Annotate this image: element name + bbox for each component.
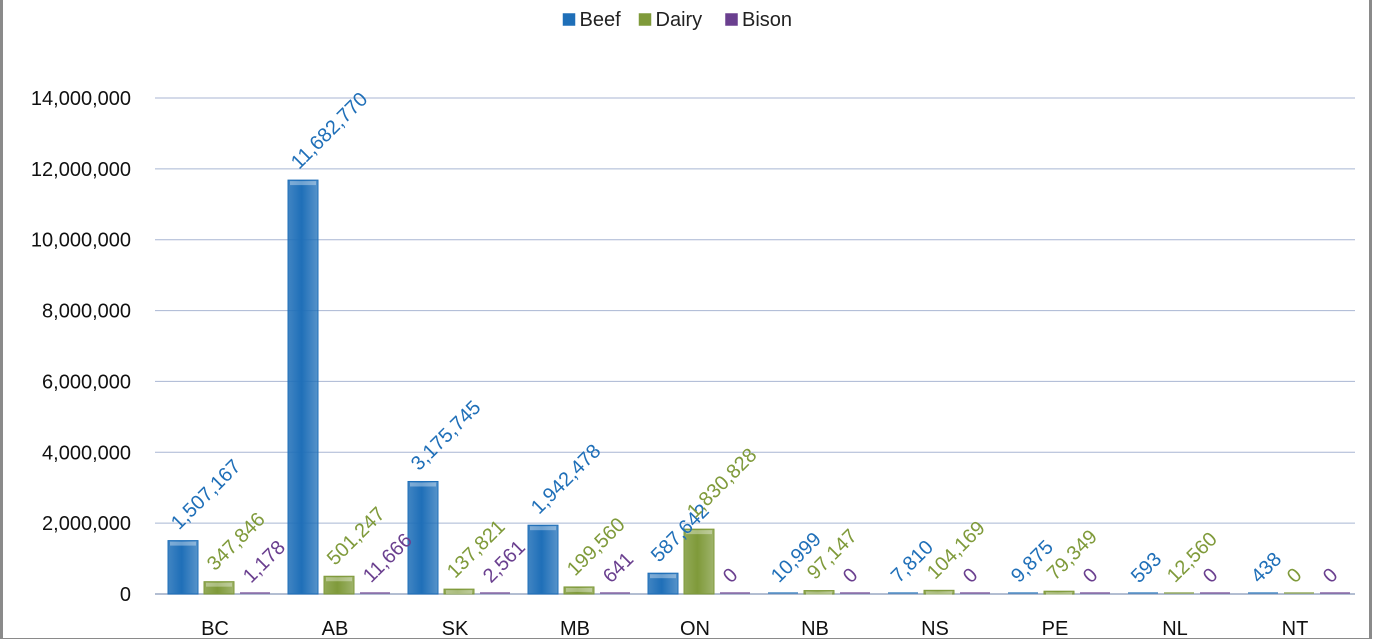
bar-dairy <box>1043 590 1075 595</box>
bars <box>167 179 1350 595</box>
y-tick-label: 0 <box>120 584 131 606</box>
bar-dairy <box>1164 592 1194 594</box>
bar-beef <box>527 524 559 595</box>
data-label-beef: 11,682,770 <box>287 88 372 173</box>
legend-label-bison: Bison <box>742 9 792 31</box>
data-labels: 1,507,167347,8461,17811,682,770501,24711… <box>167 88 1342 587</box>
bar-dairy <box>203 581 235 595</box>
bar-beef <box>167 540 199 595</box>
y-tick-label: 14,000,000 <box>31 88 131 110</box>
bar-beef <box>647 572 679 595</box>
bar-highlight <box>206 582 232 587</box>
bar-bison <box>600 592 630 594</box>
bar-highlight <box>326 577 352 582</box>
bar-bison <box>240 592 270 594</box>
bar-beef <box>768 592 798 594</box>
data-label-bison: 0 <box>1079 564 1102 587</box>
bar-beef <box>287 179 319 595</box>
data-label-bison: 0 <box>1199 564 1222 587</box>
bar-bison <box>720 592 750 594</box>
bar-beef <box>407 480 439 595</box>
bar-highlight <box>926 591 952 595</box>
x-axis-ticks: BC AB SK MB ON NB NS PE NL NT <box>201 618 1308 640</box>
legend-label-beef: Beef <box>580 9 622 31</box>
y-axis-ticks: 0 2,000,000 4,000,000 6,000,000 8,000,000 10,… <box>31 88 131 606</box>
bar-bison <box>1320 592 1350 594</box>
x-tick-label: ON <box>680 618 710 640</box>
data-label-bison: 0 <box>719 564 742 587</box>
bar-highlight <box>806 591 832 595</box>
bar-bison <box>360 592 390 594</box>
legend: Beef Dairy Bison <box>562 9 792 31</box>
bar-beef <box>1008 592 1038 594</box>
bar-highlight <box>290 181 316 186</box>
bar-dairy <box>683 528 715 595</box>
bar-dairy <box>923 589 955 595</box>
data-label-beef: 3,175,745 <box>407 397 485 475</box>
data-label-bison: 0 <box>839 564 862 587</box>
bar-highlight <box>686 530 712 535</box>
x-tick-label: SK <box>442 618 469 640</box>
bar-beef <box>1248 592 1278 594</box>
data-label-beef: 1,507,167 <box>167 456 245 534</box>
y-tick-label: 8,000,000 <box>42 301 131 323</box>
x-tick-label: NS <box>921 618 949 640</box>
bar-bison <box>480 592 510 594</box>
legend-swatch-beef <box>562 12 576 27</box>
bar-highlight <box>650 574 676 579</box>
data-label-bison: 641 <box>599 548 638 587</box>
bar-beef <box>888 592 918 594</box>
x-tick-label: NT <box>1282 618 1309 640</box>
y-tick-label: 10,000,000 <box>31 230 131 252</box>
bar-bison <box>1200 592 1230 594</box>
y-tick-label: 6,000,000 <box>42 371 131 393</box>
data-label-bison: 0 <box>959 564 982 587</box>
bar-bison <box>1080 592 1110 594</box>
gridlines <box>155 97 1355 595</box>
legend-swatch-bison <box>724 12 739 27</box>
bar-highlight <box>530 526 556 531</box>
y-tick-label: 12,000,000 <box>31 159 131 181</box>
data-label-bison: 0 <box>1319 564 1342 587</box>
bar-dairy <box>1284 592 1314 594</box>
x-tick-label: AB <box>322 618 349 640</box>
bar-highlight <box>170 541 196 546</box>
bar-highlight <box>410 482 436 487</box>
bar-dairy <box>803 590 835 595</box>
x-tick-label: NB <box>801 618 829 640</box>
y-tick-label: 2,000,000 <box>42 513 131 535</box>
y-tick-label: 4,000,000 <box>42 442 131 464</box>
data-label-beef: 593 <box>1127 548 1166 587</box>
bar-dairy <box>323 575 355 595</box>
x-tick-label: MB <box>560 618 590 640</box>
bar-highlight <box>566 587 592 592</box>
legend-swatch-dairy <box>638 12 652 27</box>
bar-dairy <box>443 588 475 595</box>
data-label-beef: 438 <box>1247 548 1286 587</box>
bar-dairy <box>563 586 595 595</box>
bar-beef <box>1128 592 1158 594</box>
bar-highlight <box>446 590 472 595</box>
data-label-dairy: 0 <box>1283 564 1306 587</box>
x-tick-label: BC <box>201 618 229 640</box>
bar-highlight <box>1046 592 1072 595</box>
bar-bison <box>840 592 870 594</box>
data-label-dairy: 1,830,828 <box>683 444 761 522</box>
x-tick-label: NL <box>1162 618 1188 640</box>
bar-bison <box>960 592 990 594</box>
legend-label-dairy: Dairy <box>656 9 703 31</box>
x-tick-label: PE <box>1042 618 1069 640</box>
